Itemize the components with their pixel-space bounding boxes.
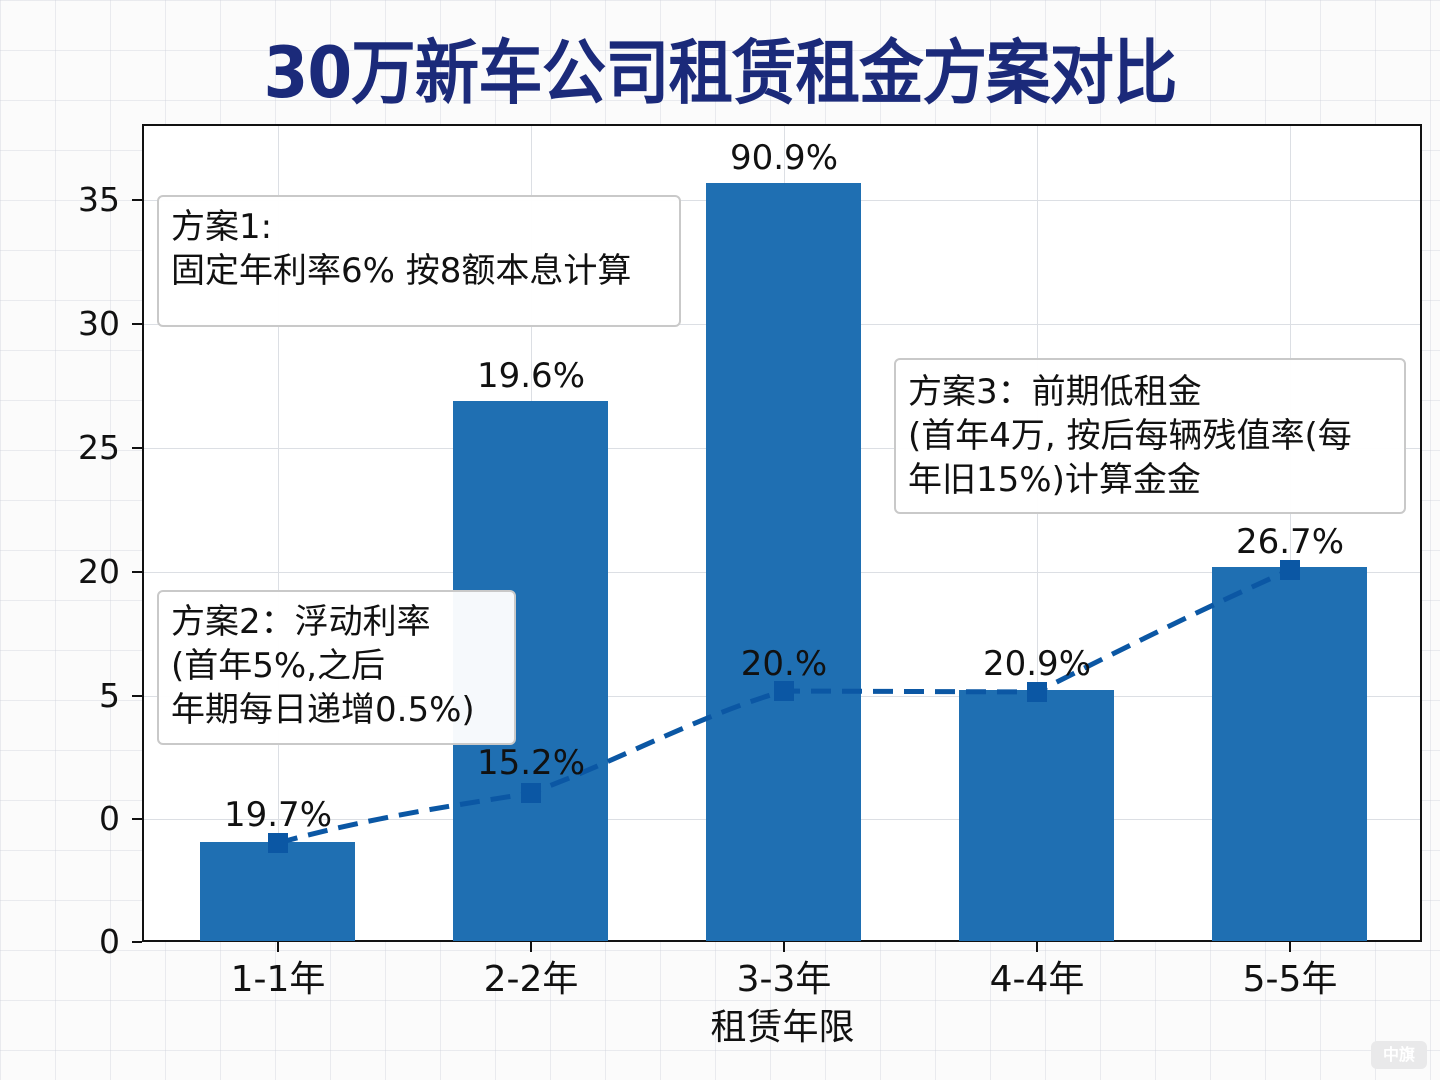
annotation-plan3: 方案3：前期低租金 (首年4万, 按后每辆残值率(每 年旧15%)计算金金 (894, 358, 1406, 514)
y-tick-label: 20 (78, 552, 120, 591)
y-tick-mark (132, 818, 142, 820)
y-tick-label: 30 (78, 304, 120, 343)
bar-3-3年 (706, 183, 861, 941)
x-tick-label: 1-1年 (230, 959, 326, 1000)
y-tick-label: 0 (99, 799, 120, 838)
bar-4-4年 (959, 690, 1114, 941)
data-label: 15.2% (476, 743, 585, 783)
x-axis-label: 租赁年限 (710, 1007, 855, 1048)
data-label: 19.7% (223, 795, 332, 835)
annotation-plan1: 方案1: 固定年利率6% 按8额本息计算 (157, 195, 681, 327)
x-tick-mark (1036, 942, 1038, 952)
annotation-plan2: 方案2：浮动利率 (首年5%,之后 年期每日递增0.5%) (157, 590, 516, 745)
x-tick-mark (783, 942, 785, 952)
chart-title: 30万新车公司租赁租金方案对比 (263, 32, 1177, 114)
y-tick-label: 25 (78, 428, 120, 467)
grid-line-vertical (278, 126, 279, 940)
x-tick-mark (277, 942, 279, 952)
x-tick-mark (1289, 942, 1291, 952)
y-tick-mark (132, 695, 142, 697)
data-label: 20.9% (982, 644, 1091, 684)
y-tick-mark (132, 323, 142, 325)
data-label: 26.7% (1235, 522, 1344, 562)
x-tick-label: 2-2年 (483, 959, 579, 1000)
x-tick-label: 3-3年 (736, 959, 832, 1000)
y-tick-label: 0 (99, 922, 120, 961)
data-label: 20.% (740, 644, 828, 684)
y-tick-label: 5 (99, 676, 120, 715)
y-tick-mark (132, 199, 142, 201)
bar-5-5年 (1212, 567, 1367, 941)
y-tick-mark (132, 941, 142, 943)
bar-1-1年 (200, 842, 355, 941)
y-tick-mark (132, 571, 142, 573)
y-tick-mark (132, 447, 142, 449)
x-tick-label: 4-4年 (989, 959, 1085, 1000)
grid-line-vertical (1290, 126, 1291, 940)
x-tick-mark (530, 942, 532, 952)
data-label: 90.9% (729, 138, 838, 178)
y-tick-label: 35 (78, 180, 120, 219)
data-label: 19.6% (476, 356, 585, 396)
watermark-badge: 中旗 (1371, 1041, 1427, 1069)
x-tick-label: 5-5年 (1242, 959, 1338, 1000)
grid-line-vertical (1037, 126, 1038, 940)
